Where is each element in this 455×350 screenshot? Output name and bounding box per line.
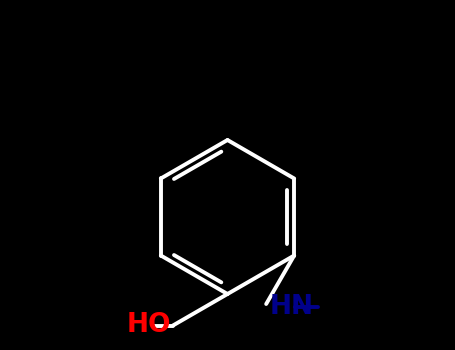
Text: HO: HO xyxy=(126,313,171,338)
Text: HN: HN xyxy=(270,294,313,321)
